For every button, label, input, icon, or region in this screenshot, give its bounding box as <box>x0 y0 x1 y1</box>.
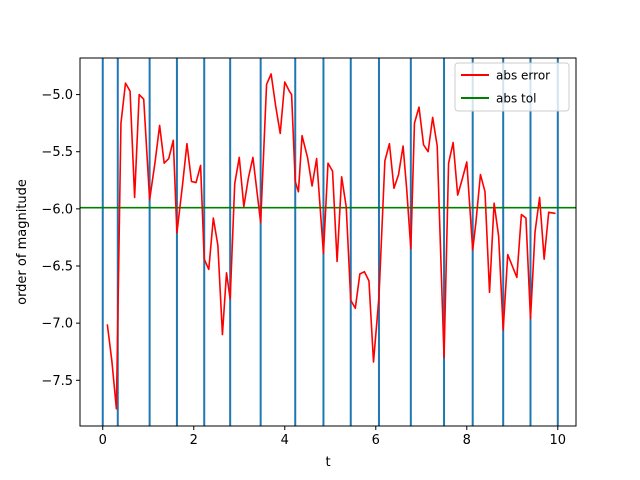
x-axis-label: t <box>325 455 330 470</box>
y-tick-label-1: −7.0 <box>41 317 73 332</box>
axes-frame <box>79 57 577 427</box>
series-line-abs-error <box>106 73 556 410</box>
x-tick-label-2: 4 <box>281 433 289 448</box>
y-tick-label-0: −7.5 <box>41 374 73 389</box>
y-axis-ticks: −7.5 −7.0 −6.5 −6.0 −5.5 −5.0 <box>41 88 80 389</box>
x-tick-label-5: 10 <box>550 433 567 448</box>
x-tick-label-4: 8 <box>463 433 471 448</box>
y-tick-label-2: −6.5 <box>41 260 73 275</box>
y-axis-label: order of magnitude <box>15 179 30 305</box>
y-tick-label-4: −5.5 <box>41 145 73 160</box>
x-tick-label-0: 0 <box>99 433 107 448</box>
x-tick-label-1: 2 <box>190 433 198 448</box>
legend-label-abs-error: abs error <box>496 69 550 83</box>
y-tick-label-5: −5.0 <box>41 88 73 103</box>
series-layer <box>80 73 576 410</box>
x-tick-label-3: 6 <box>372 433 380 448</box>
legend-label-abs-tol: abs tol <box>496 92 536 106</box>
y-tick-label-3: −6.0 <box>41 202 73 217</box>
plot-area <box>80 58 576 426</box>
legend: abs error abs tol <box>454 62 570 112</box>
x-axis-ticks: 0 2 4 6 8 10 <box>99 426 566 448</box>
